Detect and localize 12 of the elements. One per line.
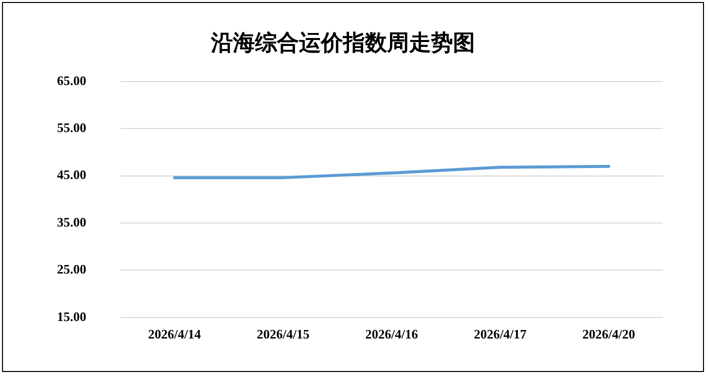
y-tick-label: 45.00: [57, 167, 86, 182]
x-tick-label: 2026/4/15: [256, 326, 310, 342]
y-tick-label: 35.00: [57, 214, 86, 230]
x-tick-label: 2026/4/16: [365, 326, 418, 342]
y-tick-label: 55.00: [57, 120, 86, 135]
x-tick-label: 2026/4/14: [148, 326, 202, 342]
chart-title: 沿海综合运价指数周走势图: [210, 30, 475, 55]
x-tick-label: 2026/4/20: [582, 326, 636, 342]
y-tick-label: 15.00: [57, 308, 86, 324]
x-tick-label: 2026/4/17: [474, 326, 528, 342]
y-tick-label: 65.00: [57, 72, 86, 88]
y-tick-label: 25.00: [57, 262, 86, 277]
